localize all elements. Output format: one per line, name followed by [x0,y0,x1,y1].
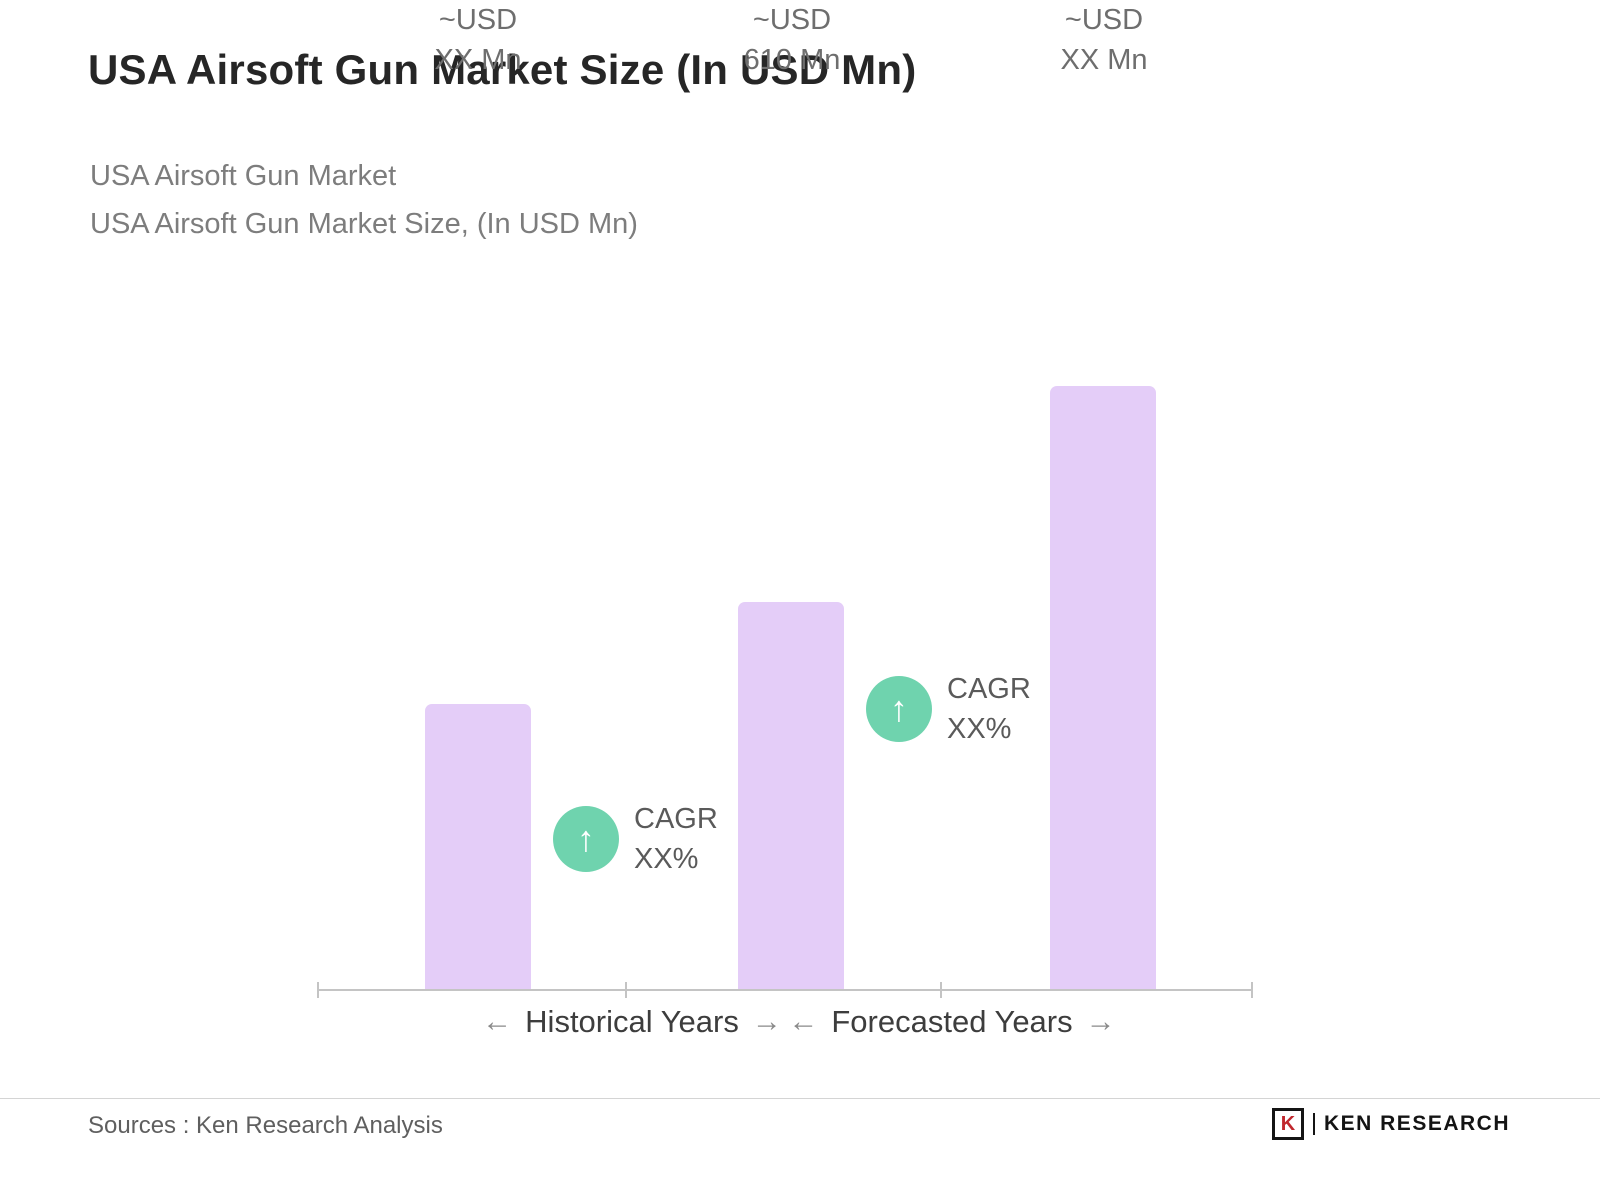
bar-historical-start [425,704,531,990]
cagr-label-line-2: XX% [947,713,1012,745]
sources-note: Sources : Ken Research Analysis [88,1112,443,1139]
x-axis-tick [1251,982,1253,998]
bar-current-year [738,602,844,990]
x-group-label: Historical Years [525,1004,739,1039]
arrow-up-icon: ↑ [866,676,932,742]
bar-value-label: ~USD XX Mn [984,0,1224,80]
bar-label-line-2: XX Mn [434,44,522,76]
x-group-forecasted: ← Forecasted Years → [742,1004,1162,1040]
cagr-label-line-1: CAGR [947,673,1031,705]
cagr-label: CAGR XX% [634,799,718,879]
cagr-annotation: ↑ CAGR XX% [553,798,718,880]
ken-research-logo: K KEN RESEARCH [1271,1108,1510,1140]
brand-k-icon: K [1271,1108,1304,1140]
bar-label-line-2: 610 Mn [743,44,841,76]
subtitle-line-2: USA Airsoft Gun Market Size, (In USD Mn) [90,208,638,240]
arrow-left-icon: ← [482,1005,513,1038]
x-group-historical: ← Historical Years → [422,1004,842,1040]
arrow-up-icon: ↑ [553,806,619,872]
cagr-annotation: ↑ CAGR XX% [866,668,1031,750]
bar-value-label: ~USD 610 Mn [672,0,912,80]
x-axis-line [317,989,1253,991]
subtitle-line-1: USA Airsoft Gun Market [90,160,397,192]
arrow-right-icon: → [1085,1005,1116,1038]
x-axis-tick [940,982,942,998]
bar-label-line-1: ~USD [752,4,832,36]
brand-name: KEN RESEARCH [1323,1112,1510,1135]
bar-label-line-2: XX Mn [1060,44,1148,76]
cagr-label: CAGR XX% [947,669,1031,749]
page-title: USA Airsoft Gun Market Size (In USD Mn) [88,46,917,93]
cagr-label-line-2: XX% [634,843,699,875]
x-axis-tick [317,982,319,998]
arrow-right-icon: → [751,1005,782,1038]
cagr-label-line-1: CAGR [634,803,718,835]
arrow-left-icon: ← [788,1005,819,1038]
chart-subtitle: USA Airsoft Gun Market USA Airsoft Gun M… [90,152,638,248]
footer-divider [0,1098,1600,1099]
brand-separator [1312,1113,1315,1135]
bar-forecast-end [1050,386,1156,990]
x-group-label: Forecasted Years [831,1004,1073,1039]
bar-label-line-1: ~USD [1064,4,1144,36]
x-axis-tick [625,982,627,998]
bar-value-label: ~USD XX Mn [358,0,598,80]
bar-label-line-1: ~USD [438,4,518,36]
